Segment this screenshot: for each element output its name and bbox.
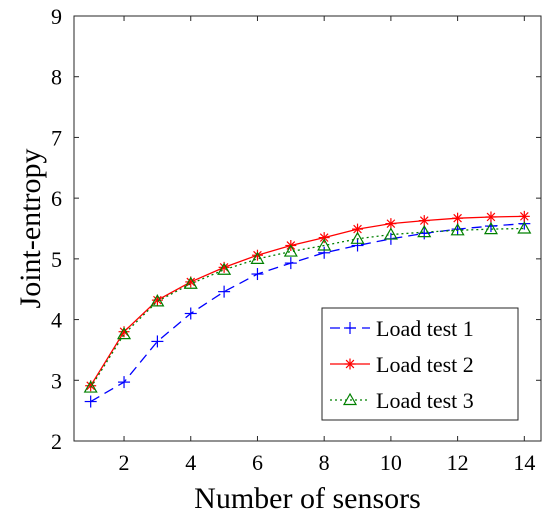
legend-marker: [344, 322, 356, 334]
data-point: [418, 215, 430, 227]
legend-item: Load test 2: [330, 352, 474, 377]
legend-item: Load test 1: [330, 316, 474, 341]
series-1: [84, 217, 531, 408]
data-point: [284, 257, 297, 270]
x-axis-title: Number of sensors: [194, 482, 421, 515]
series-line: [90, 227, 525, 388]
y-tick-label: 3: [51, 368, 62, 393]
data-point: [183, 276, 198, 289]
legend-marker: [344, 358, 356, 370]
y-axis-title: Joint-entropy: [14, 149, 47, 309]
data-point: [417, 224, 432, 238]
data-point: [351, 239, 364, 252]
data-point: [318, 246, 331, 259]
data-point: [218, 285, 231, 298]
x-tick-label: 2: [119, 450, 130, 475]
legend: Load test 1 Load test 2 Load test 3: [321, 307, 519, 421]
data-point: [350, 231, 365, 244]
data-point: [385, 218, 397, 230]
data-point: [218, 261, 230, 273]
data-point: [217, 262, 232, 275]
y-tick-label: 9: [51, 4, 62, 29]
data-point: [83, 380, 98, 393]
data-point: [117, 326, 132, 340]
x-tick-label: 10: [380, 450, 402, 475]
data-point: [283, 244, 298, 257]
legend-label: Load test 3: [376, 388, 474, 413]
x-tick-label: 8: [319, 450, 330, 475]
data-point: [318, 232, 330, 244]
data-point: [483, 221, 498, 235]
series-layer: [83, 210, 532, 408]
axes-frame: [73, 15, 542, 442]
y-tick-label: 2: [51, 429, 62, 454]
y-tick-label: 6: [51, 186, 62, 211]
data-point: [383, 227, 398, 240]
legend-label: Load test 2: [376, 352, 474, 377]
x-tick-label: 12: [447, 450, 469, 475]
legend-label: Load test 1: [376, 316, 474, 341]
x-tick-label: 4: [185, 450, 196, 475]
x-tick-label: 6: [252, 450, 263, 475]
legend-marker: [342, 392, 358, 406]
data-point: [250, 251, 265, 264]
data-point: [450, 223, 465, 236]
data-point: [485, 211, 497, 223]
legend-item: Load test 3: [330, 388, 474, 413]
data-point: [317, 238, 332, 251]
series-2: [85, 210, 530, 392]
y-tick-label: 5: [51, 247, 62, 272]
data-point: [251, 268, 264, 281]
series-3: [83, 221, 532, 393]
data-point: [150, 294, 165, 307]
data-point: [518, 210, 530, 222]
data-point: [452, 212, 464, 224]
y-tick-label: 7: [51, 125, 62, 150]
series-line: [90, 222, 525, 403]
y-tick-label: 4: [51, 308, 62, 333]
data-point: [84, 395, 97, 408]
data-point: [118, 376, 131, 389]
data-point: [151, 335, 164, 348]
series-line: [90, 215, 525, 387]
data-point: [184, 307, 197, 320]
x-tick-label: 14: [513, 450, 535, 475]
axes: 2 4 6 8 10 12 14 2 3 4 5 6 7 8 9: [51, 4, 542, 475]
data-point: [517, 221, 532, 234]
y-tick-label: 8: [51, 65, 62, 90]
